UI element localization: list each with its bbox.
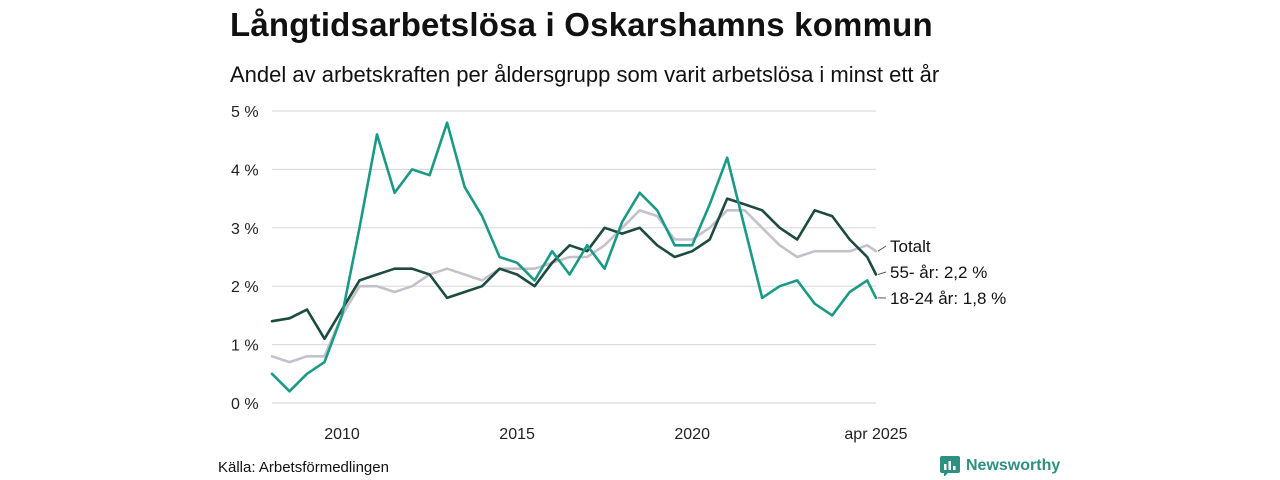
y-tick-label: 0 % <box>231 396 259 413</box>
chart-subtitle: Andel av arbetskraften per åldersgrupp s… <box>230 62 940 87</box>
series-end-label: 55- år: 2,2 % <box>890 263 987 282</box>
x-tick-label: 2015 <box>499 426 535 443</box>
series-end-label: 18-24 år: 1,8 % <box>890 289 1006 308</box>
series-line <box>270 209 878 364</box>
series-line <box>270 121 878 393</box>
y-tick-label: 4 % <box>231 162 259 179</box>
x-tick-label: 2010 <box>324 426 360 443</box>
x-tick-label: apr 2025 <box>844 426 907 443</box>
brand-name: Newsworthy <box>966 457 1061 474</box>
newsworthy-icon <box>940 456 960 476</box>
series-end-label: Totalt <box>890 237 931 256</box>
y-tick-label: 5 % <box>231 104 259 121</box>
y-tick-label: 2 % <box>231 279 259 296</box>
source-note: Källa: Arbetsförmedlingen <box>218 459 389 476</box>
y-tick-label: 3 % <box>231 221 259 238</box>
label-leader-line <box>877 245 887 252</box>
x-tick-label: 2020 <box>674 426 710 443</box>
y-tick-label: 1 % <box>231 338 259 355</box>
label-leader-line <box>877 271 887 275</box>
chart-title: Långtidsarbetslösa i Oskarshamns kommun <box>230 6 933 43</box>
series-line <box>270 197 878 341</box>
brand-logo: Newsworthy <box>940 456 1060 476</box>
